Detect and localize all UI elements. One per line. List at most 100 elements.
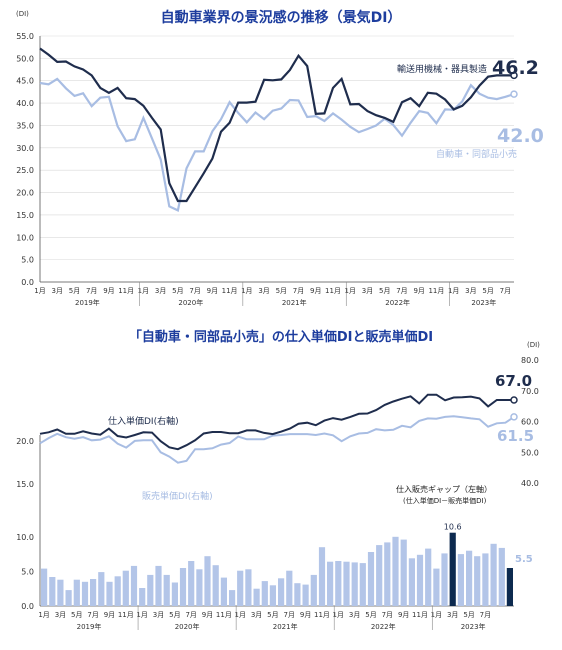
series-sales-price-line [39,415,515,464]
chart2-x-tick: 1月 [234,611,245,619]
gap-bar [73,579,80,606]
gap-bar [351,562,358,606]
gap-bar [392,536,399,606]
chart1-x-tick: 1月 [448,287,459,295]
chart1-x-tick: 3月 [465,287,476,295]
chart1-x-tick: 5月 [379,287,390,295]
series-retail-label: 自動車・同部品小売 [436,148,517,160]
gap-bar [294,583,301,606]
chart1-x-tick: 3月 [362,287,373,295]
chart1-y-tick: 50.0 [16,54,34,63]
chart1-y-tick: 55.0 [16,32,34,41]
chart2-right-tick: 50.0 [521,448,539,457]
chart2-right-unit: (DI) [527,341,540,349]
gap-bar [474,556,481,606]
chart2-x-tick: 5月 [463,611,474,619]
chart2-x-tick: 3月 [349,611,360,619]
series-manufacturing-end-marker [510,71,518,80]
chart2-x-tick: 3月 [55,611,66,619]
series-sales-price-end-value: 61.5 [497,427,534,445]
chart1-y-tick: 30.0 [16,144,34,153]
chart1-y-tick: 10.0 [16,233,34,242]
gap-bar [49,577,56,606]
gap-bar [229,590,236,606]
chart1-x-tick: 11月 [222,287,238,295]
gap-series-sublabel: (仕入単価DI－販売単価DI) [403,496,487,505]
chart2-year-label: 2022年 [371,622,396,631]
series-retail-end-value: 42.0 [497,125,544,147]
chart1-x-tick: 11月 [118,287,134,295]
chart1-y-tick: 45.0 [16,77,34,86]
chart1-x-tick: 9月 [413,287,424,295]
gap-bar [416,554,424,606]
chart2-x-tick: 11月 [412,611,428,619]
chart2-left-tick: 10.0 [16,533,34,542]
chart1-y-tick: 40.0 [16,99,34,108]
gap-bar [171,582,178,606]
chart1-x-tick: 1月 [241,287,252,295]
chart2-x-tick: 1月 [431,611,442,619]
gap-bar [327,561,334,606]
chart2-right-tick: 40.0 [521,479,539,488]
chart2-x-tick: 11月 [118,611,134,619]
chart2-x-tick: 5月 [267,611,278,619]
chart1-y-unit: (DI) [16,10,29,18]
chart1-x-tick: 7月 [189,287,200,295]
chart1-x-tick: 5月 [482,287,493,295]
gap-bar [449,532,456,606]
chart2-year-label: 2021年 [273,622,298,631]
gap-bar [302,584,309,606]
gap-bar [188,561,195,606]
gap-bar [482,553,489,606]
chart2-x-tick: 3月 [153,611,164,619]
chart1-x-tick: 5月 [172,287,183,295]
chart2-x-tick: 1月 [333,611,344,619]
gap-bar [384,542,391,606]
chart1-x-tick: 3月 [155,287,166,295]
gap-bar [441,553,448,606]
gap-bar [498,547,505,606]
gap-bar [57,579,64,606]
gap-bar-peak-label: 10.6 [444,523,462,532]
gap-bar [41,568,48,606]
gap-bar [220,577,227,606]
chart2-title: 「自動車・同部品小売」の仕入単価DIと販売単価DI [129,329,433,345]
gap-bar [466,550,473,606]
gap-bar [310,574,317,606]
gap-bar [106,581,113,606]
chart1-x-tick: 9月 [103,287,114,295]
series-retail-line [39,77,515,212]
chart1-y-tick: 15.0 [16,211,34,220]
chart2-x-tick: 9月 [300,611,311,619]
chart2-right-tick: 60.0 [521,418,539,427]
chart1-x-tick: 1月 [345,287,356,295]
chart1-year-label: 2022年 [385,298,410,307]
chart1-year-label: 2020年 [178,298,203,307]
chart1-x-tick: 3月 [52,287,63,295]
chart1-x-tick: 7月 [396,287,407,295]
gap-bar [261,581,268,606]
gap-bar [196,569,203,606]
chart2-x-tick: 5月 [169,611,180,619]
chart2-year-label: 2019年 [77,622,102,631]
series-purchase-price-end-value: 67.0 [495,372,532,390]
gap-bar [90,579,97,606]
chart2-right-tick: 80.0 [521,356,539,365]
chart1-x-tick: 7月 [293,287,304,295]
chart2-x-tick: 9月 [202,611,213,619]
series-purchase-price-label: 仕入単価DI(右軸) [108,415,179,427]
gap-bar [114,576,121,606]
series-purchase-price-line [39,393,514,451]
chart2-x-tick: 1月 [38,611,49,619]
gap-bar [400,539,407,606]
chart2-x-tick: 7月 [382,611,393,619]
gap-bar [433,568,440,606]
chart1-y-tick: 35.0 [16,121,34,130]
series-manufacturing-line [39,47,514,203]
gap-bar [278,578,285,606]
chart2-year-label: 2020年 [175,622,200,631]
gap-bar [122,570,129,606]
chart2-x-tick: 9月 [398,611,409,619]
gap-bar [163,574,170,606]
